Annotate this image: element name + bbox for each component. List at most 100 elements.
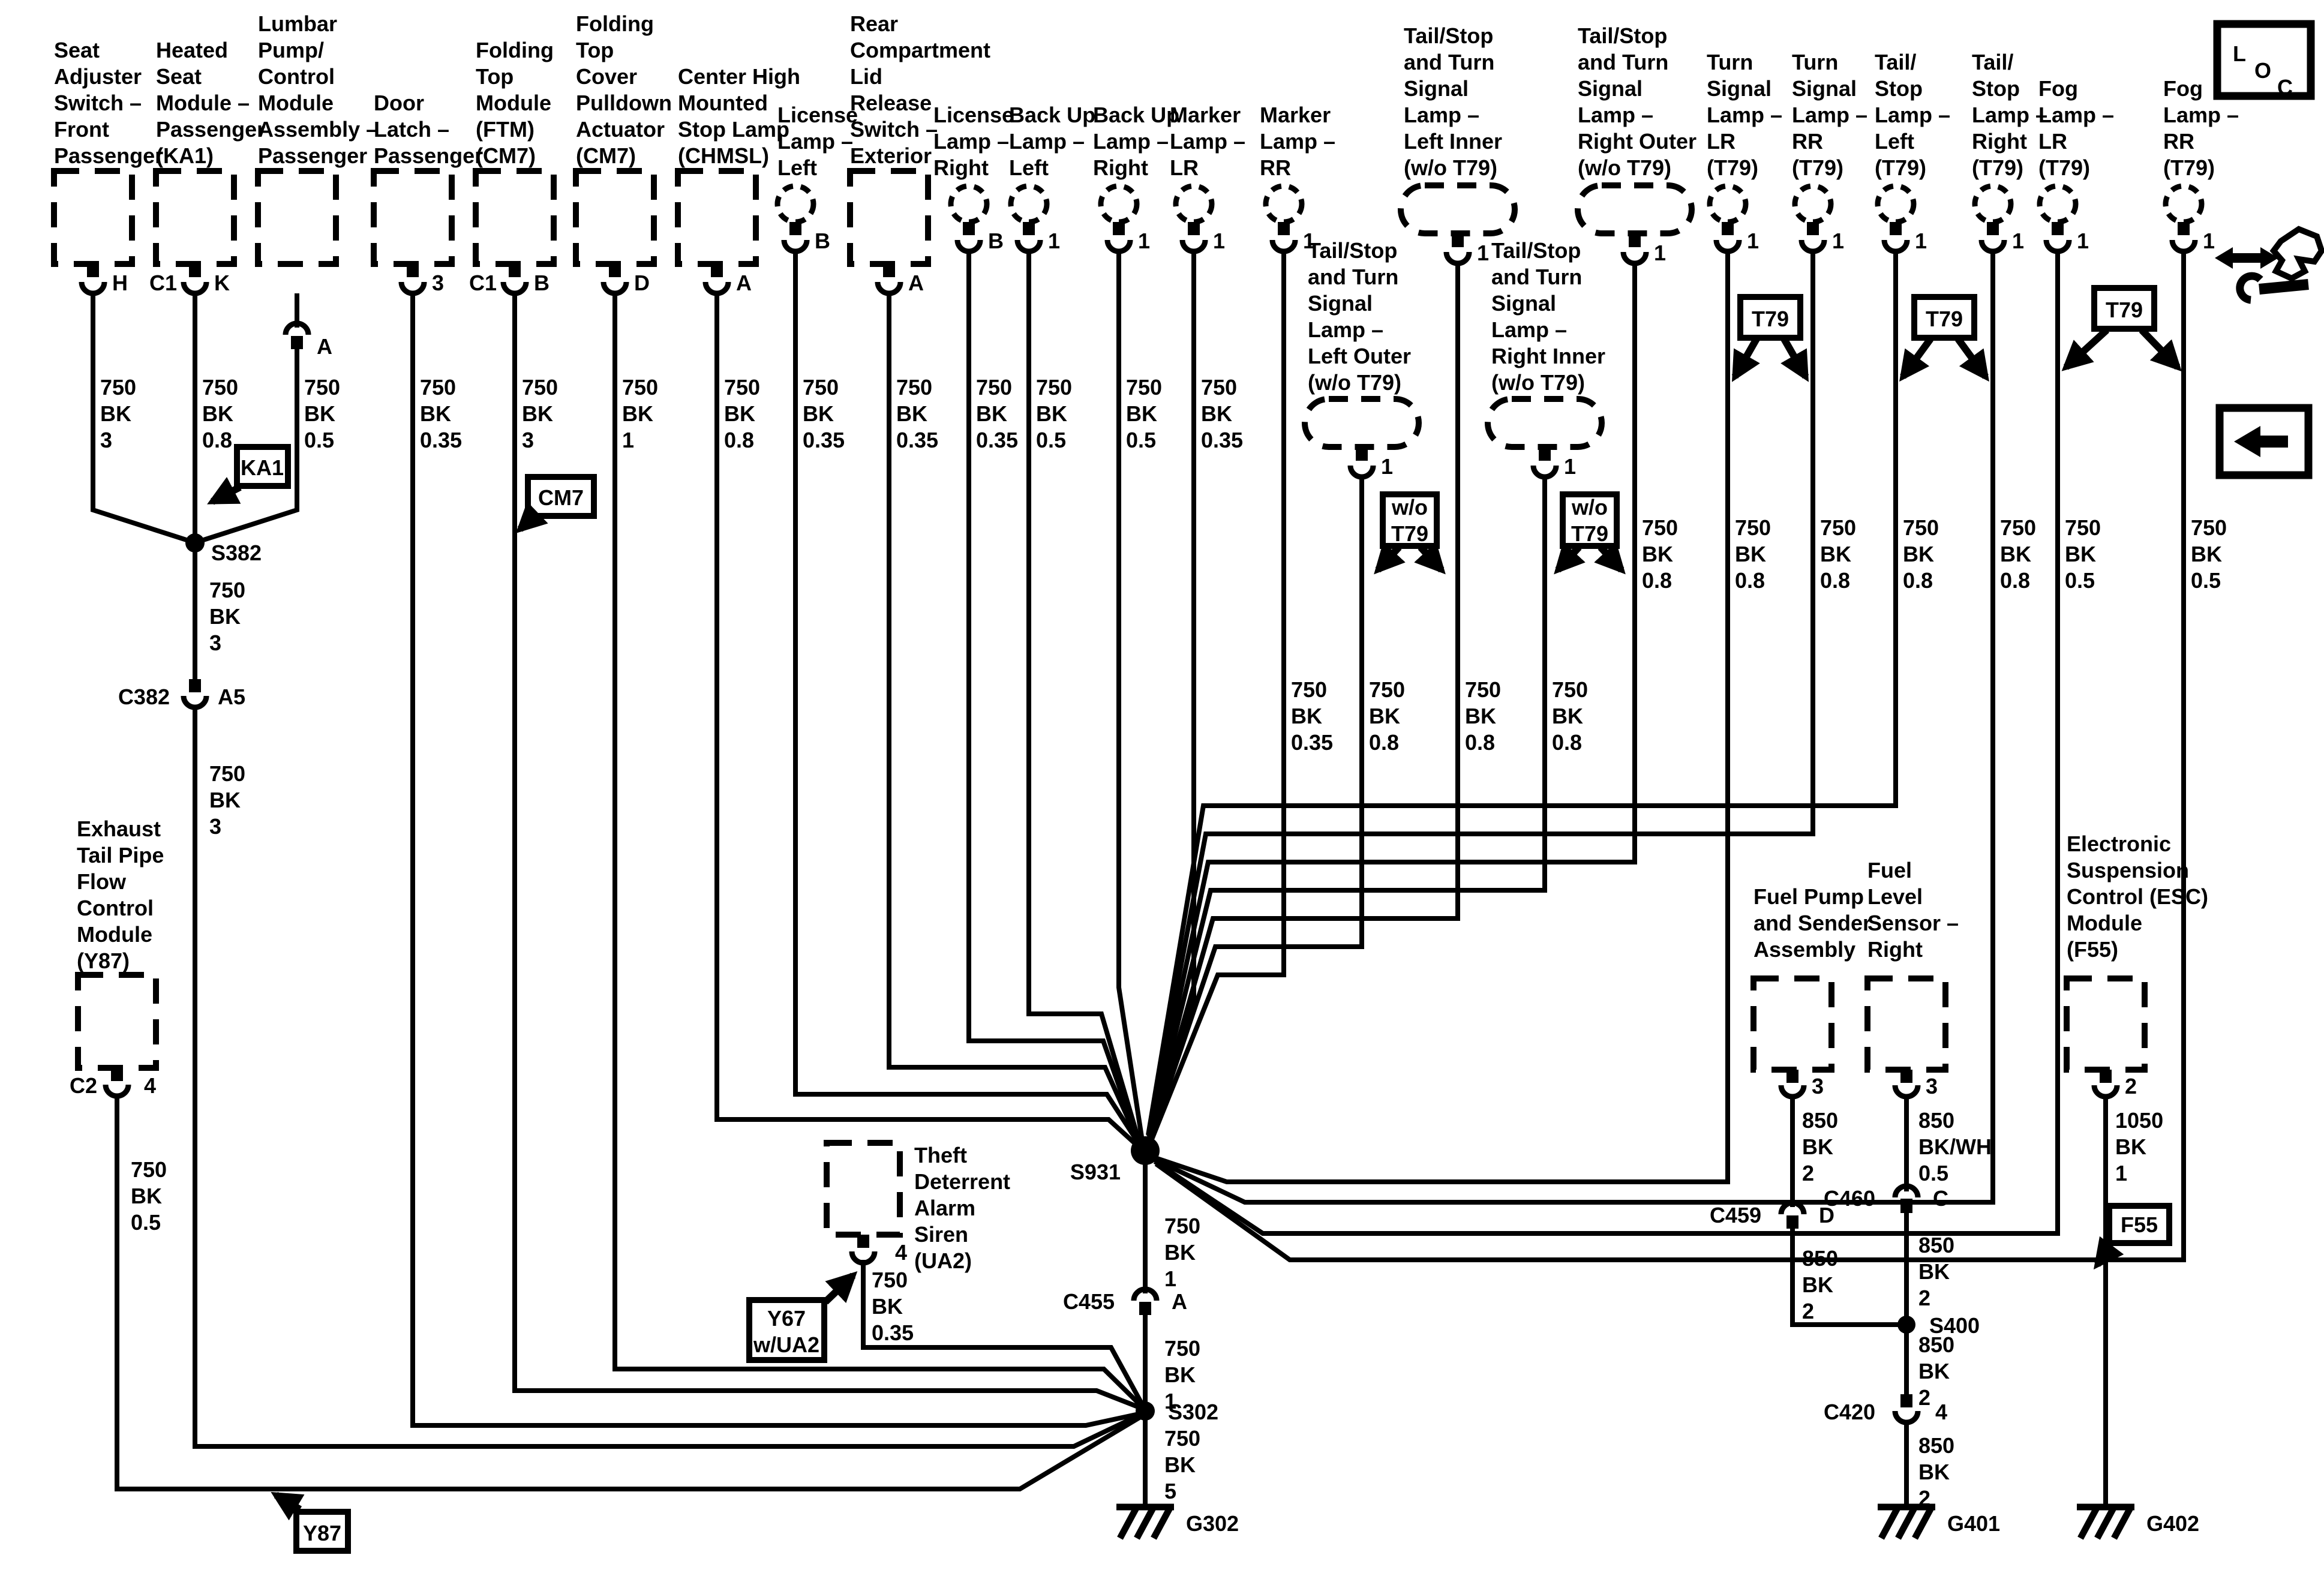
- conn-label: C1: [149, 271, 177, 295]
- marker-rr-label: Marker Lamp – RR: [1260, 103, 1335, 180]
- ground-label-g302: G302: [1186, 1511, 1239, 1536]
- wire-label: 750 BK 0.8: [202, 375, 238, 452]
- conn-label: C459: [1710, 1203, 1761, 1227]
- wire-label: 750 BK 0.8: [1903, 515, 1939, 593]
- seat-adjuster-box: [51, 168, 135, 267]
- pin-label: 1: [2012, 229, 2024, 253]
- back-arrow-icon[interactable]: [2215, 404, 2313, 479]
- t79-arrow: [2139, 327, 2182, 372]
- lumbar-inline-arc: [283, 320, 311, 335]
- pin-label: B: [534, 271, 550, 295]
- pin-label: 1: [1303, 229, 1315, 253]
- ts-left-outer-lamp: [1302, 396, 1422, 450]
- c460-arc: [1892, 1183, 1921, 1198]
- pin-label: 4: [144, 1073, 156, 1098]
- wire-door-latch: [410, 293, 1142, 1428]
- c459-arc: [1778, 1200, 1807, 1215]
- door-latch-box: [371, 168, 455, 267]
- wo-t79-ref-label: w/o T79: [1571, 495, 1608, 546]
- pin-label: A: [1172, 1289, 1187, 1314]
- ts-right-inner-label: Tail/Stop and Turn Signal Lamp – Right Inner…: [1491, 238, 1605, 395]
- wire-label: 850 BK 2: [1918, 1332, 1954, 1410]
- pin-tick: [1786, 1070, 2112, 1083]
- chmsl-label: Center High Mounted Stop Lamp (CHMSL): [678, 64, 800, 168]
- esc-label: Electronic Suspension Control (ESC) Module(…: [2067, 831, 2208, 962]
- splice-label-s400: S400: [1929, 1313, 1980, 1338]
- wo-t79-arrow: [1554, 542, 1586, 575]
- ts-right-outer-label: Tail/Stop and Turn Signal Lamp – Right Outer…: [1578, 23, 1697, 180]
- wrench-icon[interactable]: [2215, 226, 2324, 304]
- wire-label: 850 BK 2: [1802, 1246, 1838, 1323]
- pin-labels: H C1 K A 3 C1 B D A B A B 1 1 1 1 1 1 1 …: [70, 229, 2215, 1424]
- pin-label: A: [317, 334, 332, 359]
- esc-box: [2064, 975, 2148, 1073]
- wire-ts-left-inner: [1148, 263, 1460, 1141]
- pin-cup: [1347, 251, 1649, 480]
- fog-rr-label: Fog Lamp – RR (T79): [2163, 76, 2239, 180]
- heated-seat-label: Heated Seat Module – Passenger (KA1): [156, 38, 265, 168]
- splice-s400: [1897, 1316, 1915, 1334]
- wire-rear-lid: [887, 293, 1143, 1147]
- c2-cup: [103, 1084, 131, 1099]
- ground-g402: [2077, 1503, 2134, 1540]
- cm7-ref-label: CM7: [538, 485, 584, 510]
- wire-turn-lr: [1151, 251, 1730, 1184]
- pin-tick: [87, 264, 895, 277]
- f55-ref-arrow: [2093, 1236, 2124, 1270]
- wire-label: 750 BK 1: [622, 375, 658, 452]
- reference-flags: KA1 CM7 w/o T79 w/o T79 T79 T79 T79 Y67 w/U…: [207, 285, 2182, 1554]
- pin-label: 1: [1654, 241, 1666, 265]
- loc-icon[interactable]: [2213, 20, 2315, 100]
- wire-label: 750 BK 3: [100, 375, 136, 452]
- wire-label: 750 BK 0.8: [2000, 515, 2036, 593]
- wire-ftc-actuator: [612, 293, 1143, 1408]
- marker-lr-label: Marker Lamp – LR: [1170, 103, 1245, 180]
- license-left-lamp: [774, 183, 816, 225]
- wire-label: 750 BK 0.35: [420, 375, 462, 452]
- ftc-actuator-label: Folding Top Cover Pulldown Actuator (CM7): [576, 11, 672, 168]
- ts-left-inner-lamp: [1398, 182, 1518, 236]
- pin-label: D: [1819, 1203, 1834, 1227]
- wire-backup-left: [1026, 251, 1142, 1145]
- ground-g302: [1116, 1503, 1174, 1540]
- component-labels: Seat Adjuster Switch – Front Passenger Heate…: [54, 11, 2239, 1273]
- wire-label: 750 BK 0.35: [803, 375, 845, 452]
- ts-right-outer-lamp: [1575, 182, 1695, 236]
- pin-label: 1: [1564, 454, 1576, 479]
- y87-ref-label: Y87: [303, 1521, 341, 1545]
- siren-box: [824, 1140, 903, 1238]
- pin-cup: [781, 239, 2198, 254]
- t79-arrow: [1899, 337, 1933, 382]
- wire-marker-rr: [1148, 251, 1286, 1143]
- pin-label: H: [112, 271, 128, 295]
- wire-exhaust-y87: [115, 1095, 1142, 1491]
- t79-ref-box-2: [1911, 294, 1977, 341]
- pin-label: 1: [2077, 229, 2089, 253]
- conn-label: C2: [70, 1073, 97, 1098]
- wire-label: 750 BK 0.8: [1735, 515, 1771, 593]
- wire-label: 750 BK 0.5: [304, 375, 340, 452]
- wire-ftm: [512, 293, 1142, 1410]
- pin-label: 3: [1812, 1074, 1824, 1098]
- wire-label: 750 BK 0.8: [1369, 677, 1405, 755]
- license-right-label: License Lamp – Right: [933, 103, 1014, 180]
- wire-lumbar-lower: [199, 349, 299, 544]
- heated-seat-box: [153, 168, 237, 267]
- splice-s302: [1136, 1401, 1155, 1421]
- license-left-label: License Lamp – Left: [777, 103, 858, 180]
- pin-label: D: [634, 271, 650, 295]
- splice-s382: [185, 533, 205, 553]
- splice-s931: [1131, 1136, 1160, 1165]
- wire-label: 750 BK 3: [209, 578, 245, 655]
- pin-tick: [1356, 233, 1641, 461]
- backup-left-label: Back Up Lamp – Left: [1009, 103, 1095, 180]
- wire-label: 750 BK 5: [1164, 1426, 1200, 1503]
- wire-siren: [861, 1260, 1145, 1406]
- wire-label: 750 BK 0.35: [1201, 375, 1243, 452]
- wire-label: 750 BK 0.5: [131, 1157, 167, 1235]
- wire-label: 750 BK 0.8: [1820, 515, 1856, 593]
- tailstop-left-label: Tail/Stop Lamp – Left (T79): [1875, 50, 1950, 180]
- wire-ts-left-outer: [1148, 477, 1364, 1142]
- pin-label: 1: [1832, 229, 1844, 253]
